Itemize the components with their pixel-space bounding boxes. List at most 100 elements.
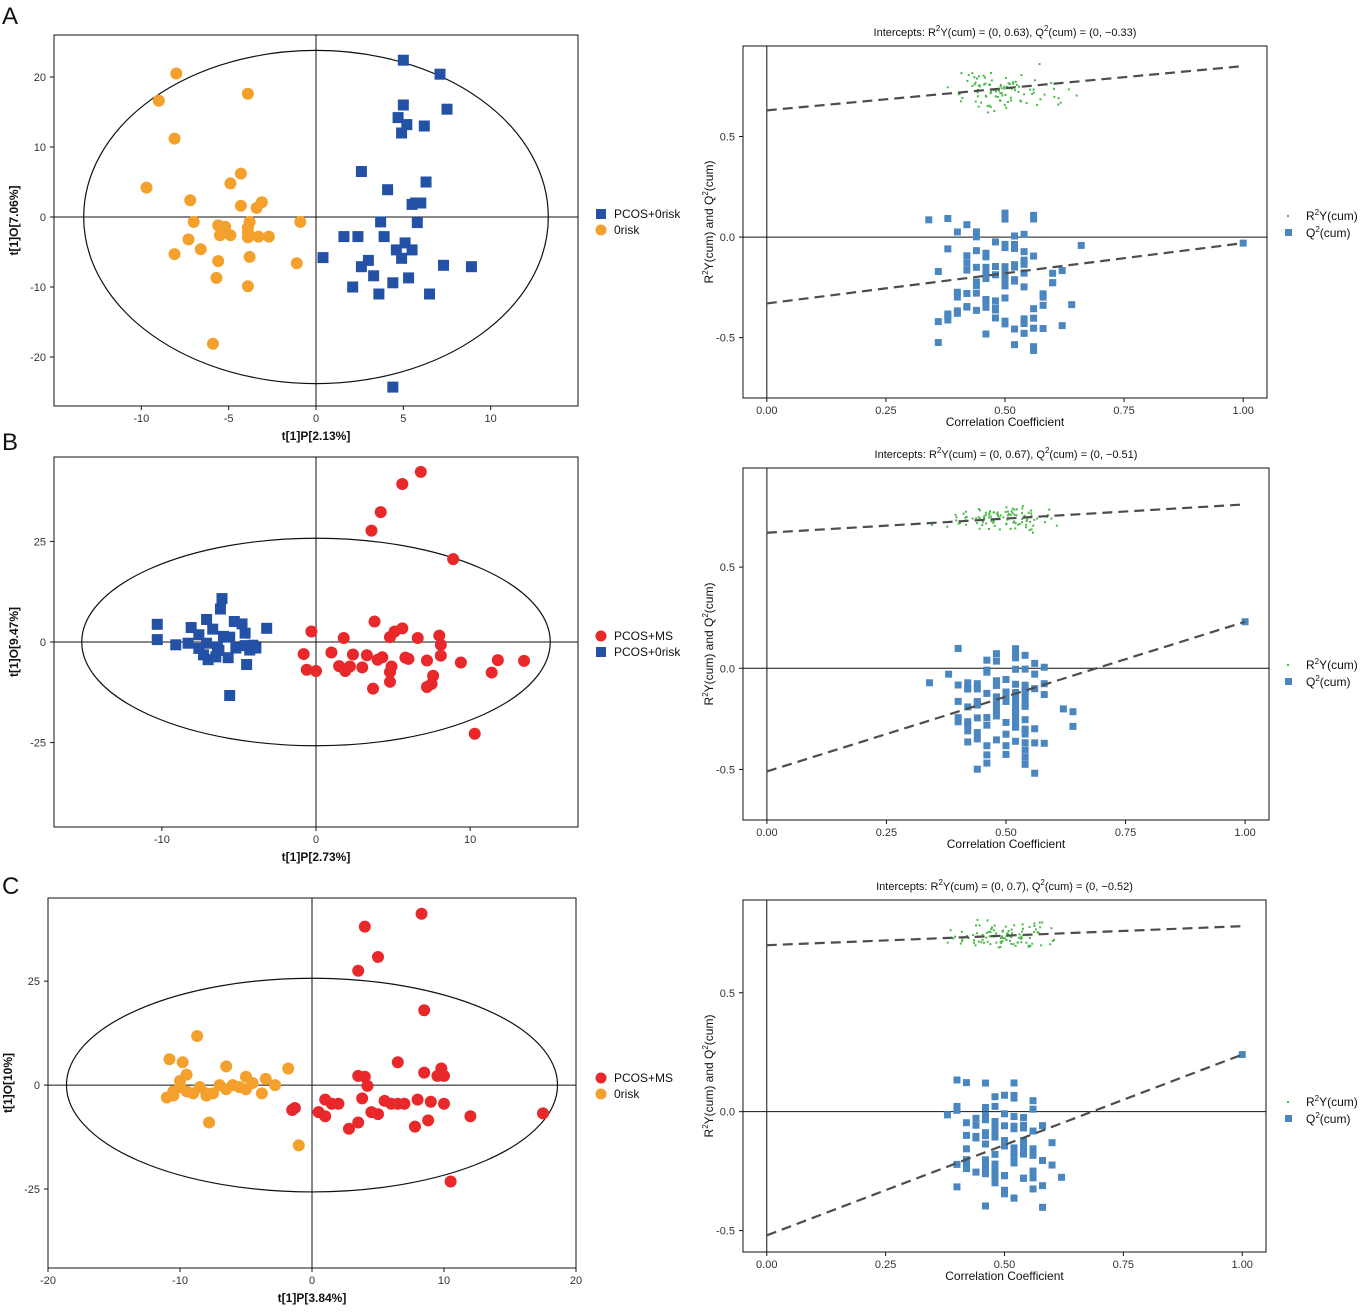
data-point-r2y <box>1012 943 1015 946</box>
permutation-plot-B-perm: Intercepts: R2​Y(cum) = (0, 0.67), Q2​(c… <box>701 446 1358 851</box>
data-point-r2y <box>1000 87 1003 90</box>
data-point-r2y <box>1013 508 1016 511</box>
data-point-q2 <box>1001 209 1009 217</box>
confidence-ellipse <box>65 977 559 1193</box>
data-point-square <box>193 629 205 641</box>
data-point-r2y <box>1031 531 1034 534</box>
data-point-r2y <box>1030 528 1033 531</box>
data-point-q2 <box>1030 252 1038 260</box>
data-point-circle <box>368 615 381 628</box>
data-point-r2y <box>1059 101 1062 104</box>
data-point-r2y <box>992 511 995 514</box>
x-axis-title: Correlation Coefficient <box>946 415 1065 429</box>
data-point-q2 <box>943 1111 951 1119</box>
data-point-q2 <box>954 714 962 722</box>
data-point-r2y <box>1006 510 1009 513</box>
data-point-q2 <box>1030 215 1038 223</box>
x-tick-label: 0.75 <box>1115 827 1136 839</box>
data-point-r2y <box>978 527 981 530</box>
data-point-r2y <box>1052 87 1055 90</box>
superscript: 2 <box>1315 208 1320 217</box>
data-point-r2y <box>1040 944 1043 947</box>
data-point-r2y <box>1010 936 1013 939</box>
data-point-r2y <box>1043 521 1046 524</box>
data-point-r2y <box>983 83 986 86</box>
data-point-q2 <box>1048 1161 1056 1169</box>
legend-label: 0risk <box>614 223 640 237</box>
data-point-r2y <box>1025 941 1028 944</box>
data-point-q2 <box>1021 694 1029 702</box>
data-point-r2y <box>1011 512 1014 515</box>
data-point-square <box>170 639 182 651</box>
data-point-square <box>387 277 399 289</box>
data-point-q2 <box>972 1114 980 1122</box>
data-point-square <box>434 68 446 80</box>
data-point-r2y <box>1001 930 1004 933</box>
data-point-q2 <box>1029 1097 1037 1105</box>
legend-label: Q2​(cum) <box>1306 225 1350 240</box>
data-point-r2y <box>990 926 993 929</box>
data-point-r2y <box>1017 523 1020 526</box>
data-point-q2 <box>1020 329 1028 337</box>
data-point-q2 <box>1011 261 1019 269</box>
data-point-q2 <box>991 1102 999 1110</box>
data-point-r2y <box>989 930 992 933</box>
legend-label: PCOS+MS <box>614 629 673 643</box>
data-point-r2y <box>1005 506 1008 509</box>
data-point-circle <box>418 1004 431 1017</box>
data-point-circle <box>212 255 225 268</box>
data-point-r2y <box>1027 945 1030 948</box>
text-run: R <box>702 274 716 283</box>
data-point-r2y <box>982 74 985 77</box>
text-run: Y(cum) <box>1319 209 1358 223</box>
data-point-q2 <box>992 657 1000 665</box>
data-point-circle <box>319 1110 332 1123</box>
data-point-r2y <box>982 941 985 944</box>
data-point-r2y <box>1021 505 1024 508</box>
y-tick-label: 10 <box>34 142 46 154</box>
data-point-r2y <box>987 528 990 531</box>
data-point-q2 <box>972 1121 980 1129</box>
data-point-r2y <box>931 523 934 526</box>
data-point-square <box>193 642 205 654</box>
data-point-square <box>224 689 236 701</box>
data-point-r2y <box>972 934 975 937</box>
y-tick-label: 0 <box>40 212 46 224</box>
data-point-r2y <box>1008 82 1011 85</box>
data-point-circle <box>288 1101 301 1114</box>
data-point-q2 <box>973 735 981 743</box>
data-point-q2 <box>953 1102 961 1110</box>
data-point-q2 <box>992 712 1000 720</box>
superscript: 2 <box>1315 225 1320 234</box>
text-run: (cum) = (0, −0.51) <box>1049 449 1137 461</box>
data-point-r2y <box>1036 103 1039 106</box>
data-point-q2 <box>991 1168 999 1176</box>
legend-swatch-r2y <box>1287 1101 1289 1103</box>
data-point-q2 <box>1039 325 1047 333</box>
data-point-circle <box>365 524 378 537</box>
data-point-circle <box>220 1083 233 1096</box>
series-0risk <box>140 67 307 350</box>
data-point-r2y <box>988 516 991 519</box>
data-point-q2 <box>973 729 981 737</box>
data-point-r2y <box>990 520 993 523</box>
data-point-circle <box>234 167 247 180</box>
data-point-q2 <box>1030 324 1038 332</box>
superscript: 2 <box>701 1045 710 1050</box>
data-point-r2y <box>975 932 978 935</box>
data-point-square <box>420 176 432 188</box>
data-point-square <box>216 593 228 605</box>
text-run: R <box>702 696 716 705</box>
data-point-q2 <box>1020 315 1028 323</box>
data-point-q2 <box>1030 346 1038 354</box>
data-point-r2y <box>997 946 1000 949</box>
data-point-r2y <box>1057 97 1060 100</box>
data-point-q2 <box>963 252 971 260</box>
data-point-r2y <box>995 932 998 935</box>
data-point-circle <box>358 1070 371 1083</box>
data-point-q2 <box>991 1133 999 1141</box>
data-point-q2 <box>1002 730 1010 738</box>
data-point-r2y <box>1039 926 1042 929</box>
data-point-q2 <box>973 698 981 706</box>
y-tick-label: 0.0 <box>720 663 735 675</box>
